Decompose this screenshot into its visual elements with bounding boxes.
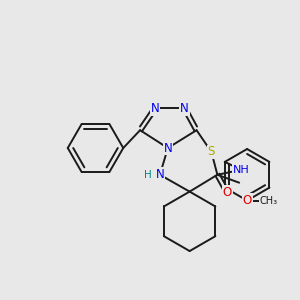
Text: N: N [164,142,172,154]
Text: CH₃: CH₃ [260,196,278,206]
Text: H: H [144,170,152,180]
Text: N: N [155,168,164,181]
Text: O: O [242,194,252,207]
Text: O: O [223,186,232,199]
Text: N: N [151,102,159,115]
Text: N: N [180,102,189,115]
Text: S: S [208,146,215,158]
Text: NH: NH [233,165,250,175]
